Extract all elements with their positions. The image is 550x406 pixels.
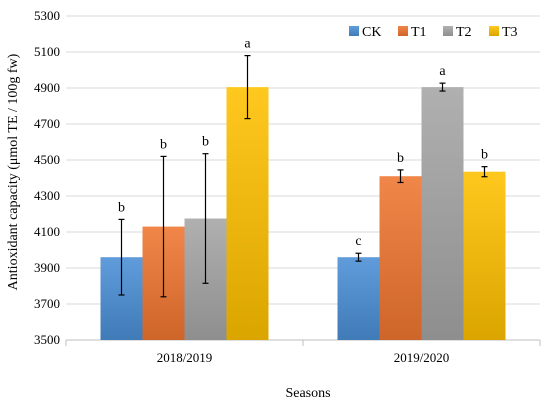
- y-tick-label: 4900: [34, 80, 60, 95]
- significance-label: a: [244, 37, 251, 52]
- significance-labels: b b b a c b a b: [118, 37, 488, 250]
- error-bars: [118, 54, 488, 298]
- error-bar: [160, 155, 167, 298]
- legend: CK T1 T2 T3: [349, 25, 518, 40]
- bar-ck-1: [337, 257, 380, 340]
- legend-swatch: [349, 26, 359, 36]
- legend-item-t3: T3: [489, 25, 518, 40]
- legend-label: T3: [502, 25, 518, 40]
- y-axis-ticks: 3500 3700 3900 4100 4300 4500 4700 4900 5100 5300: [34, 8, 60, 347]
- error-bar: [481, 166, 488, 178]
- legend-item-t2: T2: [443, 25, 472, 40]
- y-tick-label: 3500: [34, 332, 60, 347]
- y-tick-label: 4500: [34, 152, 60, 167]
- legend-swatch: [443, 26, 453, 36]
- y-tick-label: 5300: [34, 8, 60, 23]
- bar-t3-0: [226, 87, 269, 340]
- y-axis-title: Antioxidant capacity (μmol TE / 100g fw): [6, 53, 21, 290]
- y-tick-label: 3900: [34, 260, 60, 275]
- error-bar: [118, 218, 125, 296]
- error-bar: [355, 252, 362, 262]
- y-tick-label: 4700: [34, 116, 60, 131]
- legend-label: T1: [411, 25, 427, 40]
- significance-label: c: [355, 234, 361, 249]
- error-bar: [244, 54, 251, 120]
- x-category-label: 2019/2020: [394, 350, 450, 365]
- x-axis-title: Seasons: [285, 386, 330, 401]
- x-category-label: 2018/2019: [157, 350, 213, 365]
- legend-swatch: [489, 26, 499, 36]
- y-tick-label: 3700: [34, 296, 60, 311]
- error-bar: [202, 153, 209, 284]
- significance-label: b: [481, 148, 488, 163]
- y-tick-label: 5100: [34, 44, 60, 59]
- bars: [100, 87, 506, 340]
- significance-label: b: [397, 151, 404, 166]
- legend-label: CK: [362, 25, 381, 40]
- bar-t2-1: [421, 87, 464, 340]
- error-bar: [397, 169, 404, 184]
- significance-label: b: [202, 135, 209, 150]
- legend-swatch: [398, 26, 408, 36]
- bar-t3-1: [463, 171, 506, 340]
- legend-item-t1: T1: [398, 25, 427, 40]
- x-axis-categories: 2018/2019 2019/2020: [157, 350, 450, 365]
- y-tick-label: 4100: [34, 224, 60, 239]
- significance-label: b: [160, 137, 167, 152]
- legend-label: T2: [456, 25, 472, 40]
- legend-item-ck: CK: [349, 25, 381, 40]
- significance-label: b: [118, 200, 125, 215]
- significance-label: a: [439, 64, 446, 79]
- y-tick-label: 4300: [34, 188, 60, 203]
- error-bar: [439, 82, 446, 92]
- bar-t1-1: [379, 176, 422, 340]
